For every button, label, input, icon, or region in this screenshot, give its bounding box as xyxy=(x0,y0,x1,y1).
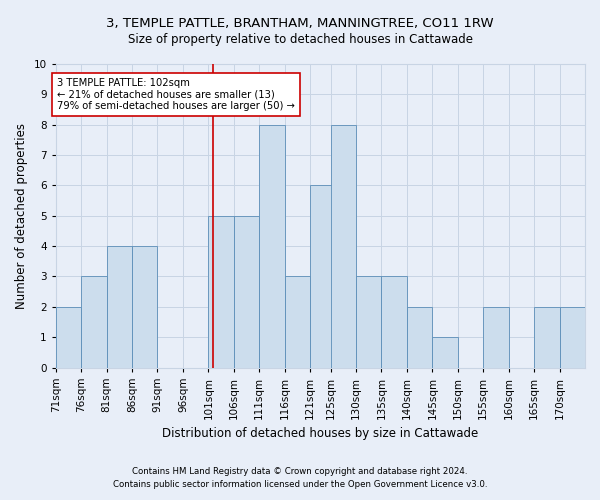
X-axis label: Distribution of detached houses by size in Cattawade: Distribution of detached houses by size … xyxy=(162,427,478,440)
Bar xyxy=(259,124,285,368)
Bar xyxy=(382,276,407,368)
Bar xyxy=(310,186,335,368)
Bar xyxy=(107,246,132,368)
Bar xyxy=(56,307,81,368)
Text: Contains HM Land Registry data © Crown copyright and database right 2024.: Contains HM Land Registry data © Crown c… xyxy=(132,467,468,476)
Text: Size of property relative to detached houses in Cattawade: Size of property relative to detached ho… xyxy=(128,32,473,46)
Text: Contains public sector information licensed under the Open Government Licence v3: Contains public sector information licen… xyxy=(113,480,487,489)
Bar xyxy=(81,276,107,368)
Bar xyxy=(285,276,310,368)
Bar xyxy=(483,307,509,368)
Bar xyxy=(356,276,382,368)
Text: 3, TEMPLE PATTLE, BRANTHAM, MANNINGTREE, CO11 1RW: 3, TEMPLE PATTLE, BRANTHAM, MANNINGTREE,… xyxy=(106,18,494,30)
Bar xyxy=(433,337,458,368)
Bar xyxy=(331,124,356,368)
Bar xyxy=(560,307,585,368)
Bar xyxy=(234,216,259,368)
Text: 3 TEMPLE PATTLE: 102sqm
← 21% of detached houses are smaller (13)
79% of semi-de: 3 TEMPLE PATTLE: 102sqm ← 21% of detache… xyxy=(57,78,295,111)
Y-axis label: Number of detached properties: Number of detached properties xyxy=(15,123,28,309)
Bar xyxy=(132,246,157,368)
Bar xyxy=(208,216,234,368)
Bar xyxy=(407,307,433,368)
Bar xyxy=(534,307,560,368)
